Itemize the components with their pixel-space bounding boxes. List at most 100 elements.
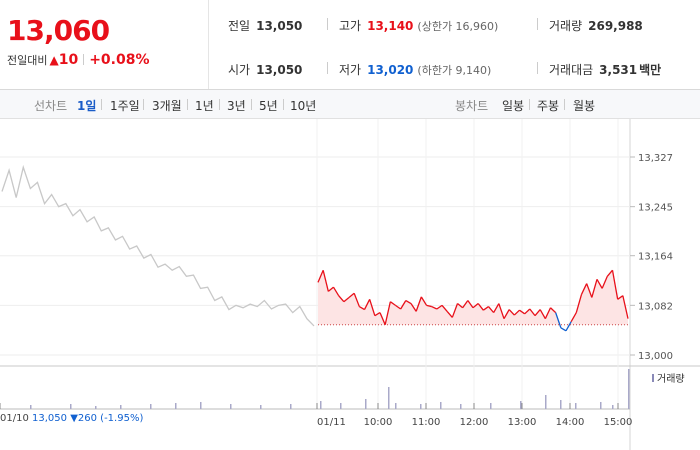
divider (529, 99, 530, 110)
today-line-segment (539, 309, 546, 319)
divider (283, 99, 284, 110)
price-chart: 13,327 13,245 13,164 13,082 13,000 거래량 01/11… (0, 119, 700, 450)
today-line-segment (503, 309, 510, 319)
change-rate: +0.08% (89, 52, 150, 68)
today-line-segment (477, 303, 484, 311)
prev-close-cell: 전일 13,050 (228, 17, 302, 34)
today-line-segment (420, 296, 428, 306)
volume-label: 거래량 (549, 19, 583, 33)
x-tick-label: 13:00 (508, 417, 537, 428)
today-line-segment (617, 295, 624, 300)
volume-bar (420, 404, 422, 409)
today-line-segment (622, 295, 629, 319)
today-line-segment (410, 303, 417, 312)
candle-monthly-tab[interactable]: 월봉 (573, 99, 596, 113)
open-value: 13,050 (256, 63, 303, 77)
today-line-segment (405, 299, 412, 305)
divider (537, 18, 538, 30)
today-line-segment (529, 308, 536, 317)
volume-bar (395, 403, 397, 409)
period-3y-tab[interactable]: 3년 (227, 99, 246, 113)
period-1d-tab[interactable]: 1일 (77, 99, 97, 113)
lower-limit: (하한가 9,140) (417, 64, 492, 77)
volume-bar (440, 402, 442, 409)
x-tick-label: 10:00 (364, 417, 393, 428)
amount-cell: 거래대금 3,531 백만 (549, 61, 661, 78)
today-line-segment (508, 309, 515, 316)
today-line-segment (462, 300, 469, 309)
chart-grid (0, 119, 700, 450)
today-line-segment (498, 303, 505, 319)
divider (187, 99, 188, 110)
current-price: 13,060 (7, 14, 110, 47)
high-label: 고가 (339, 19, 362, 33)
period-5y-tab[interactable]: 5년 (259, 99, 278, 113)
today-line-segment (513, 309, 520, 316)
today-line-segment (338, 295, 345, 303)
volume-bar (612, 405, 614, 409)
today-line-segment (591, 279, 598, 298)
period-3m-tab[interactable]: 3개월 (152, 99, 182, 113)
volume-bar (120, 405, 122, 409)
amount-value: 3,531 (599, 63, 638, 77)
today-line-segment (426, 304, 432, 308)
amount-unit: 백만 (639, 63, 662, 77)
divider (564, 99, 565, 110)
volume-bar (320, 401, 322, 409)
today-line-segment (550, 307, 557, 314)
volume-bar (388, 387, 390, 409)
volume-bar (560, 400, 562, 409)
volume-legend-label: 거래량 (657, 373, 685, 385)
today-line-segment (395, 304, 402, 310)
today-line-segment (570, 312, 577, 323)
today-line-segment (534, 309, 541, 317)
volume-bar (290, 404, 292, 409)
today-line-segment (332, 286, 340, 296)
today-line-segment (441, 304, 448, 312)
period-10y-tab[interactable]: 10년 (290, 99, 317, 113)
volume-bar (95, 406, 97, 409)
today-line-segment (322, 270, 329, 292)
today-line-segment (379, 312, 386, 325)
y-tick-label: 13,327 (638, 153, 673, 164)
today-line-segment (580, 283, 588, 295)
candle-daily-tab[interactable]: 일봉 (502, 99, 525, 113)
divider (219, 99, 220, 110)
chart-toolbar: 선차트 1일 1주일 3개월 1년 3년 5년 10년 봉차트 일봉 주봉 월봉 (0, 90, 700, 119)
candle-weekly-tab[interactable]: 주봉 (537, 99, 560, 113)
today-line-segment (327, 286, 334, 292)
volume-bar (70, 404, 72, 409)
x-tick-label: 01/11 (317, 417, 346, 428)
prev-close-label: 전일 (228, 19, 251, 33)
volume-bar (30, 405, 32, 409)
today-line-segment (555, 312, 562, 328)
today-line-segment (544, 307, 552, 319)
volume-bar (230, 404, 232, 409)
open-cell: 시가 13,050 (228, 61, 302, 78)
y-tick-label: 13,082 (638, 301, 673, 312)
divider (537, 62, 538, 74)
today-line-segment (400, 300, 407, 310)
volume-bar (460, 404, 462, 409)
x-tick-label: 12:00 (460, 417, 489, 428)
today-line-segment (343, 296, 350, 303)
high-value: 13,140 (367, 19, 414, 33)
today-line-segment (586, 283, 593, 298)
today-line-segment (482, 306, 489, 311)
today-area-fill (318, 270, 628, 325)
today-line-segment (611, 270, 619, 300)
today-line-segment (431, 305, 438, 310)
prev-day-close: 13,050 (32, 413, 68, 424)
period-1w-tab[interactable]: 1주일 (110, 99, 140, 113)
period-1y-tab[interactable]: 1년 (195, 99, 214, 113)
today-line-segment (436, 304, 443, 310)
today-line-segment (359, 305, 365, 311)
volume-bar (575, 403, 577, 409)
amount-label: 거래대금 (549, 63, 594, 77)
volume-value: 269,988 (588, 19, 643, 33)
volume-bar (600, 402, 602, 409)
x-axis: 01/11 10:00 11:00 12:00 13:00 14:00 15:00 (0, 403, 632, 428)
change-row: 전일대비 ▲10 +0.08% (7, 52, 150, 68)
today-line-segment (524, 308, 531, 315)
upper-limit: (상한가 16,960) (417, 20, 499, 33)
